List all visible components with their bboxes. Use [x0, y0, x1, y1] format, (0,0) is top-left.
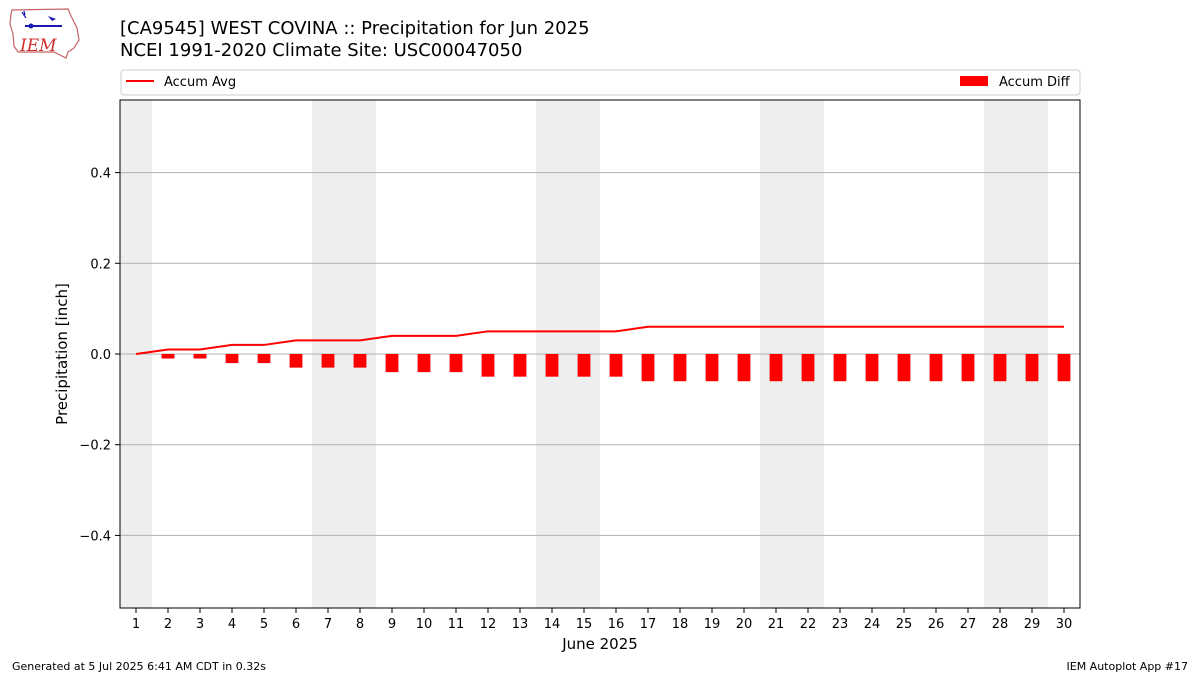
accum-diff-bar-day-20: [737, 354, 751, 382]
x-tick-label-5: 5: [260, 617, 268, 632]
x-tick-label-7: 7: [324, 617, 332, 632]
x-tick-label-9: 9: [388, 617, 396, 632]
axis-ticks: −0.4−0.20.00.20.41 2 3 4 5 6 7 8 9 10 11 12 13 14 15 16…: [79, 167, 1072, 632]
accum-diff-bar-day-19: [705, 354, 719, 382]
accum-diff-bar-day-27: [961, 354, 975, 382]
x-tick-label-3: 3: [196, 617, 204, 632]
y-tick-label-4: 0.2: [90, 257, 111, 272]
y-tick-label-3: 0.0: [90, 348, 111, 363]
legend-bar-swatch: [960, 76, 988, 86]
y-tick-label-2: −0.2: [79, 439, 111, 454]
gridlines: [120, 172, 1080, 536]
logo-text: IEM: [19, 36, 57, 56]
accum-avg-line: [135, 325, 1064, 355]
accum-diff-bar-day-22: [801, 354, 815, 382]
x-tick-label-15: 15: [576, 617, 593, 632]
x-tick-label-29: 29: [1024, 617, 1041, 632]
y-tick-label-1: −0.4: [79, 529, 111, 544]
x-tick-label-6: 6: [292, 617, 300, 632]
accum-diff-bar-day-9: [385, 354, 399, 373]
accum-diff-bar-day-17: [641, 354, 655, 382]
x-tick-label-22: 22: [800, 617, 817, 632]
accum-diff-bar-day-21: [769, 354, 783, 382]
accum-diff-bar-day-7: [321, 354, 335, 368]
iem-logo: IEM: [9, 8, 80, 59]
accum-diff-bar-day-15: [577, 354, 591, 377]
x-tick-label-25: 25: [896, 617, 913, 632]
legend-box: [120, 69, 1081, 96]
accum-diff-bar-day-25: [897, 354, 911, 382]
x-tick-label-18: 18: [672, 617, 689, 632]
y-tick-label-5: 0.4: [90, 167, 111, 182]
accum-diff-bar-day-3: [193, 354, 207, 359]
accum-diff-bar-day-23: [833, 354, 847, 382]
accum-diff-bar-day-16: [609, 354, 623, 377]
accum-diff-bar-day-6: [289, 354, 303, 368]
accum-diff-bar-day-8: [353, 354, 367, 368]
y-axis-title: Precipitation [inch]: [53, 283, 71, 425]
legend-label-accum-diff: Accum Diff: [999, 75, 1071, 90]
x-tick-label-30: 30: [1056, 617, 1073, 632]
accum-diff-bar-day-24: [865, 354, 879, 382]
x-axis-title: June 2025: [561, 635, 638, 653]
x-tick-label-26: 26: [928, 617, 945, 632]
x-tick-label-12: 12: [480, 617, 497, 632]
accum-diff-bar-day-13: [513, 354, 527, 377]
accum-diff-bar-day-30: [1057, 354, 1071, 382]
x-tick-label-28: 28: [992, 617, 1009, 632]
chart-title: [CA9545] WEST COVINA :: Precipitation fo…: [120, 18, 590, 39]
x-tick-label-11: 11: [448, 617, 465, 632]
accum-diff-bar-day-29: [1025, 354, 1039, 382]
accum-diff-bar-day-14: [545, 354, 559, 377]
chart-subtitle: NCEI 1991-2020 Climate Site: USC00047050: [120, 40, 523, 61]
accum-diff-bar-day-28: [993, 354, 1007, 382]
accum-diff-bar-day-26: [929, 354, 943, 382]
accum-avg-series-line: [135, 325, 1064, 355]
x-tick-label-4: 4: [228, 617, 236, 632]
footer-app-id: IEM Autoplot App #17: [1066, 660, 1189, 673]
accum-diff-bar-day-18: [673, 354, 687, 382]
x-tick-label-14: 14: [544, 617, 561, 632]
accum-diff-bar-day-2: [161, 354, 175, 359]
x-tick-label-24: 24: [864, 617, 881, 632]
x-tick-label-20: 20: [736, 617, 753, 632]
legend: Accum Avg Accum Diff: [120, 69, 1081, 96]
accum-diff-bar-day-12: [481, 354, 495, 377]
x-tick-label-27: 27: [960, 617, 977, 632]
x-tick-label-13: 13: [512, 617, 529, 632]
x-tick-label-8: 8: [356, 617, 364, 632]
x-tick-label-10: 10: [416, 617, 433, 632]
accum-diff-bar-day-4: [225, 354, 239, 364]
x-tick-label-16: 16: [608, 617, 625, 632]
x-tick-label-21: 21: [768, 617, 785, 632]
x-tick-label-17: 17: [640, 617, 657, 632]
x-tick-label-19: 19: [704, 617, 721, 632]
x-tick-label-1: 1: [132, 617, 140, 632]
legend-label-accum-avg: Accum Avg: [164, 75, 236, 90]
accum-diff-bar-day-11: [449, 354, 463, 373]
accum-diff-bar-day-10: [417, 354, 431, 373]
accum-diff-bar-day-5: [257, 354, 271, 364]
x-tick-label-23: 23: [832, 617, 849, 632]
x-tick-label-2: 2: [164, 617, 172, 632]
accum-diff-bars: [161, 354, 1071, 382]
footer-generated-note: Generated at 5 Jul 2025 6:41 AM CDT in 0…: [12, 660, 266, 673]
